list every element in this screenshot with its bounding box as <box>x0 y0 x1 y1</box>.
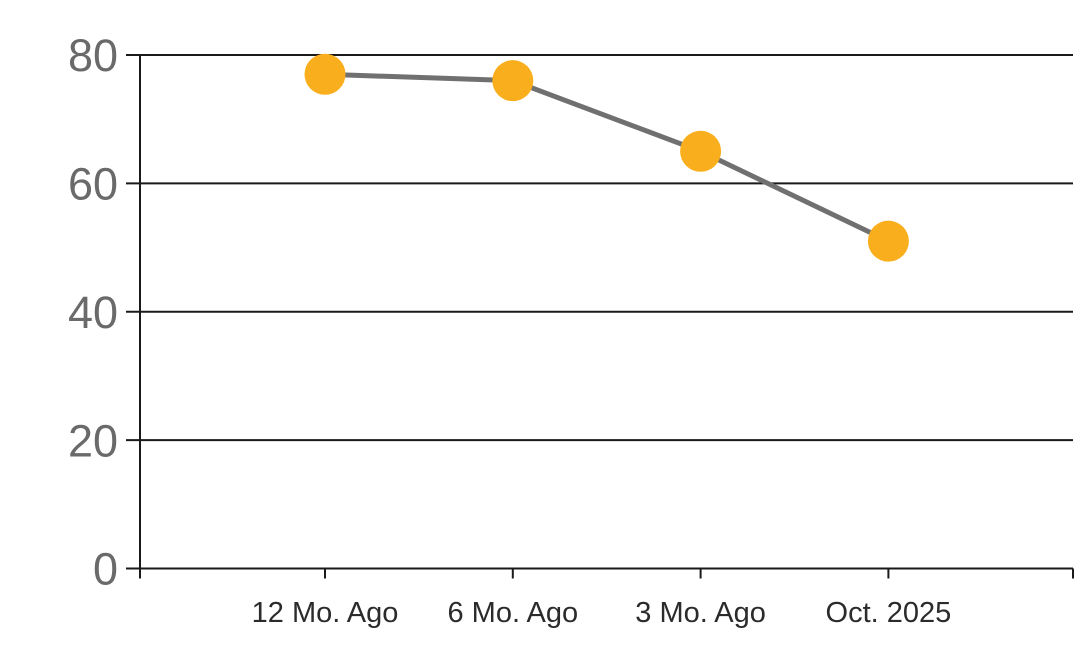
data-line <box>322 71 891 244</box>
data-point-marker <box>492 60 534 102</box>
y-tick-label: 60 <box>68 159 118 210</box>
data-point-marker <box>304 53 346 95</box>
data-point-marker <box>867 220 909 262</box>
data-point-marker <box>680 130 722 172</box>
y-tick-label: 80 <box>68 30 118 81</box>
y-tick-label: 20 <box>68 415 118 466</box>
x-tick-label: 3 Mo. Ago <box>635 597 766 629</box>
x-tick-label: 6 Mo. Ago <box>448 597 579 629</box>
y-tick-label: 0 <box>93 544 118 595</box>
y-tick-label: 40 <box>68 287 118 338</box>
x-tick-label: 12 Mo. Ago <box>252 597 399 629</box>
x-tick-label: Oct. 2025 <box>826 597 952 629</box>
